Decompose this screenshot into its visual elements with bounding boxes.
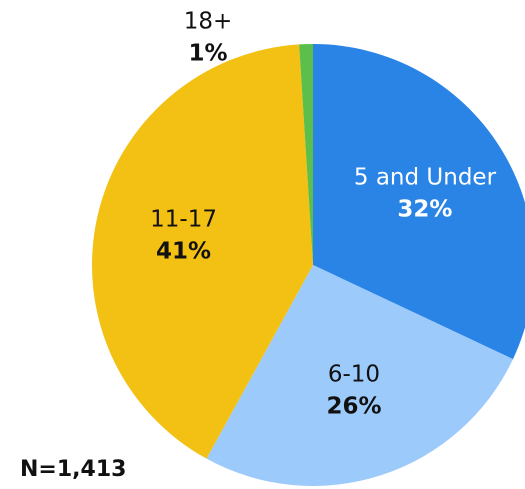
pie-slice xyxy=(91,44,313,459)
pie-slice xyxy=(206,265,513,486)
slice-label: 6-10 xyxy=(328,362,380,388)
sample-size: N=1,413 xyxy=(20,457,126,482)
slice-value-label: 1% xyxy=(188,41,227,67)
slice-value-label: 26% xyxy=(326,394,381,420)
slice-label: 5 and Under xyxy=(354,164,497,190)
slice-value-label: 41% xyxy=(156,239,211,265)
slice-label: 18+ xyxy=(184,9,233,35)
pie-slice xyxy=(299,44,313,265)
pie-slice xyxy=(313,44,525,360)
slice-label: 11-17 xyxy=(150,207,217,233)
slice-value-label: 32% xyxy=(397,196,452,222)
